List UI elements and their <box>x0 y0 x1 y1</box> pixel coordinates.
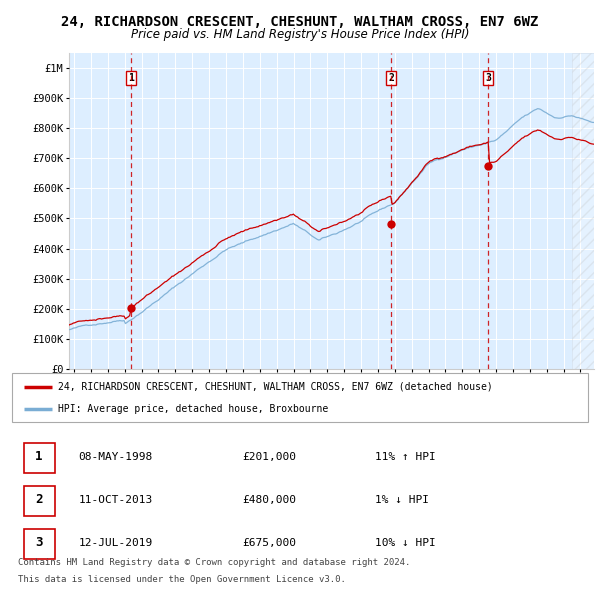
Text: Contains HM Land Registry data © Crown copyright and database right 2024.: Contains HM Land Registry data © Crown c… <box>18 558 410 567</box>
FancyBboxPatch shape <box>23 486 55 516</box>
Text: £675,000: £675,000 <box>242 537 296 548</box>
Text: 11% ↑ HPI: 11% ↑ HPI <box>375 451 436 461</box>
Text: 2: 2 <box>35 493 43 506</box>
Text: 1: 1 <box>128 73 134 83</box>
Text: 2: 2 <box>388 73 394 83</box>
Text: £201,000: £201,000 <box>242 451 296 461</box>
Text: 1% ↓ HPI: 1% ↓ HPI <box>375 494 429 504</box>
Text: 1: 1 <box>35 450 43 463</box>
Text: 12-JUL-2019: 12-JUL-2019 <box>78 537 152 548</box>
Text: Price paid vs. HM Land Registry's House Price Index (HPI): Price paid vs. HM Land Registry's House … <box>131 28 469 41</box>
Text: 24, RICHARDSON CRESCENT, CHESHUNT, WALTHAM CROSS, EN7 6WZ: 24, RICHARDSON CRESCENT, CHESHUNT, WALTH… <box>61 15 539 29</box>
Text: 24, RICHARDSON CRESCENT, CHESHUNT, WALTHAM CROSS, EN7 6WZ (detached house): 24, RICHARDSON CRESCENT, CHESHUNT, WALTH… <box>58 382 493 392</box>
FancyBboxPatch shape <box>23 442 55 473</box>
FancyBboxPatch shape <box>23 529 55 559</box>
Text: 08-MAY-1998: 08-MAY-1998 <box>78 451 152 461</box>
Text: HPI: Average price, detached house, Broxbourne: HPI: Average price, detached house, Brox… <box>58 404 328 414</box>
Text: 11-OCT-2013: 11-OCT-2013 <box>78 494 152 504</box>
Text: This data is licensed under the Open Government Licence v3.0.: This data is licensed under the Open Gov… <box>18 575 346 584</box>
Text: £480,000: £480,000 <box>242 494 296 504</box>
FancyBboxPatch shape <box>12 373 588 422</box>
Text: 3: 3 <box>35 536 43 549</box>
Text: 3: 3 <box>485 73 491 83</box>
Text: 10% ↓ HPI: 10% ↓ HPI <box>375 537 436 548</box>
Bar <box>572 53 594 369</box>
